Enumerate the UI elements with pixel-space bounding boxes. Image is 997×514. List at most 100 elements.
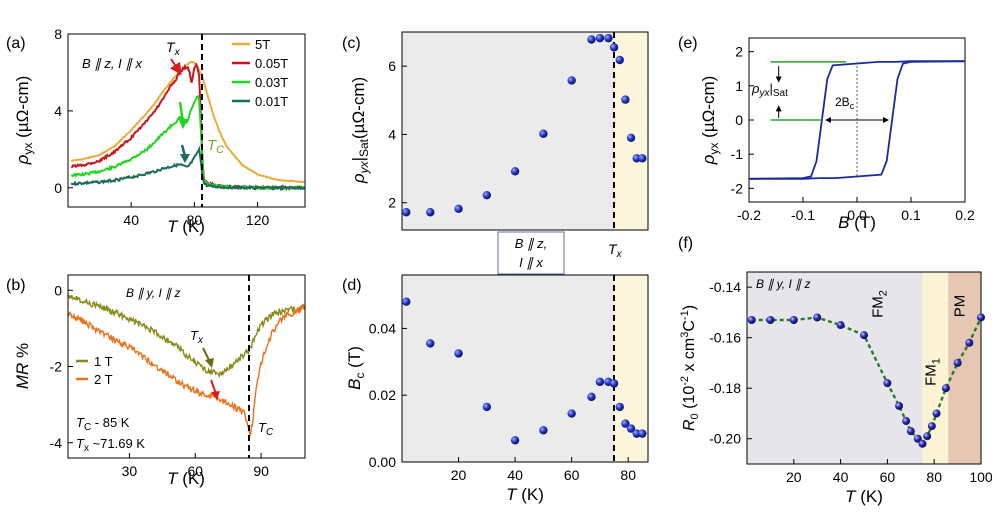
- panel-f-ylabel-symbol: R: [681, 419, 698, 431]
- panel-cd-legend-line2: I ∥ x: [519, 255, 543, 270]
- panel-a-legend: 5T 0.05T 0.03T 0.01T: [232, 37, 288, 109]
- panel-f-frame: [746, 271, 982, 465]
- panel-e-sat-label: ρyx|Sat: [751, 81, 788, 99]
- panel-e-ytick-label: -1: [731, 146, 744, 162]
- panel-e-lines: [748, 60, 966, 180]
- panel-f-ticks: 20 40 60 80 100 -0.14 -0.16 -0.18 -0.20: [709, 279, 993, 485]
- panel-c-tx-symbol: T: [608, 241, 618, 257]
- panel-f-ylabel: R0 (10-2 x cm3C-1): [679, 305, 701, 431]
- panel-e-ytick-label: 2: [735, 44, 743, 60]
- panel-e-xtick-label: 0.1: [901, 207, 921, 223]
- panel-b-xlabel-symbol: T: [167, 469, 179, 488]
- panel-d-point: [621, 419, 630, 428]
- panel-f-point: [813, 313, 822, 322]
- panel-d-xlabel: T (K): [506, 485, 544, 504]
- panel-a-series-line: [70, 145, 305, 192]
- panel-b-tx-sub: x: [197, 335, 204, 346]
- panel-a-tc-label: TC: [207, 137, 224, 156]
- panel-a-xtick-label: 120: [246, 212, 270, 228]
- panel-a-frame: [67, 33, 306, 208]
- panel-e-sat-symbol: ρ: [751, 81, 760, 96]
- panel-d-ylabel-symbol: B: [345, 379, 364, 390]
- panel-e-coercive-symbol: 2B: [835, 95, 850, 109]
- panel-a-ticks: 40 80 120 0 4 8: [54, 26, 269, 228]
- panel-f-point: [895, 401, 904, 410]
- panel-d-point: [539, 426, 548, 435]
- panel-b-red-arrowhead: [211, 391, 220, 400]
- panel-f-ytick-label: -0.18: [709, 380, 741, 396]
- panel-d-xtick-label: 20: [451, 467, 467, 483]
- panel-a-series-line: [70, 95, 305, 191]
- panel-e-coercive-sub: c: [850, 101, 855, 111]
- panel-f-point: [977, 313, 985, 322]
- panel-a-xlabel-symbol: T: [167, 217, 179, 236]
- panel-c-points: [402, 33, 647, 217]
- panel-a-green-arrowhead: [178, 118, 188, 129]
- panel-f-point: [953, 358, 962, 367]
- panel-f-point: [913, 434, 922, 443]
- panel-d-ticks: 20 40 60 80 0.00 0.02 0.04: [369, 320, 636, 483]
- panel-f-region-name: FM: [922, 364, 939, 386]
- panel-d: (d) 20 40 60 80 0.00 0.02 0.04 T (K) Bc (T): [342, 274, 649, 504]
- panel-f-regions: [747, 272, 981, 464]
- panel-label-f: (f): [678, 235, 693, 252]
- panel-a-ylabel-unit: (µΩ-cm): [13, 76, 32, 143]
- panel-d-point: [587, 392, 596, 402]
- panel-a-tc-sub: C: [216, 144, 224, 156]
- panel-a-legend-label: 5T: [255, 37, 270, 52]
- panel-c: (c) 2 4 6 ρyx|Sat(µΩ-cm) Tx B ∥ z, I ∥ x: [342, 31, 649, 275]
- panel-c-tx-label: Tx: [608, 241, 623, 260]
- panel-a-tc-symbol: T: [207, 137, 218, 154]
- panel-d-point: [609, 379, 619, 388]
- panel-c-ylabel-subsat: Sat: [357, 138, 371, 157]
- panel-f-ytick-label: -0.16: [709, 330, 741, 346]
- panel-a-ytick-label: 4: [54, 103, 62, 119]
- panel-e-xtick-label: 0.0: [847, 207, 867, 223]
- panel-d-point: [595, 377, 605, 387]
- panel-f-point: [923, 432, 932, 441]
- panel-f-lines: [747, 313, 985, 448]
- panel-e-ylabel-symbol: ρ: [699, 154, 718, 165]
- panel-f-ylabel-sup-a: -2: [679, 376, 691, 386]
- panel-a-tx-sub: x: [174, 47, 181, 58]
- panel-a-legend-label: 0.03T: [255, 75, 288, 90]
- panel-d-point: [402, 297, 411, 306]
- panel-c-point: [567, 76, 576, 85]
- panel-c-point: [615, 55, 624, 65]
- panel-a-legend-label: 0.05T: [255, 56, 288, 71]
- panel-b-series-line: [68, 294, 306, 379]
- panel-b-tx-note-sym: T: [76, 436, 85, 451]
- panel-f-point: [860, 331, 868, 340]
- panel-e-ylabel-unit: (µΩ-cm): [699, 76, 718, 143]
- panel-f-ytick-label: -0.20: [709, 431, 741, 447]
- panel-a-ylabel: ρyx (µΩ-cm): [13, 76, 35, 166]
- panel-d-xlabel-symbol: T: [506, 485, 518, 504]
- panel-e-branch-down: [749, 60, 966, 180]
- panel-b-tc-label: TC: [258, 420, 274, 438]
- panel-c-point: [587, 35, 596, 44]
- panel-f-ytick-label: -0.14: [709, 279, 741, 295]
- panel-c-point: [426, 208, 435, 217]
- panel-c-point: [539, 129, 548, 138]
- panel-d-xtick-label: 60: [564, 467, 580, 483]
- panel-b-xtick-label: 60: [187, 463, 203, 479]
- panel-c-frame: [401, 31, 649, 231]
- panel-a-xlabel-unit: (K): [178, 217, 205, 236]
- panel-label-c: (c): [342, 35, 361, 52]
- panel-c-point: [595, 33, 605, 43]
- panel-e-xtick-label: 0.2: [955, 207, 975, 223]
- panel-f-xtick-label: 100: [969, 469, 993, 485]
- panel-d-frame: [401, 274, 649, 463]
- panel-d-point: [454, 349, 463, 358]
- panel-b-series-line: [67, 304, 306, 438]
- panel-f-region: [948, 272, 981, 464]
- panel-d-xtick-label: 40: [507, 467, 523, 483]
- panel-a-ylabel-sub: yx: [21, 143, 35, 155]
- panel-b-ticks: 30 60 90 -4 -2 0: [50, 282, 270, 479]
- panel-d-ylabel: Bc (T): [345, 346, 367, 390]
- panel-b: (b) 30 60 90-4-20 T (K) MR % B ∥ y, I ∥ z …: [6, 274, 306, 488]
- panel-b-tx-note-val: ~71.69 K: [89, 436, 145, 451]
- panel-c-ytick-label: 6: [388, 58, 396, 74]
